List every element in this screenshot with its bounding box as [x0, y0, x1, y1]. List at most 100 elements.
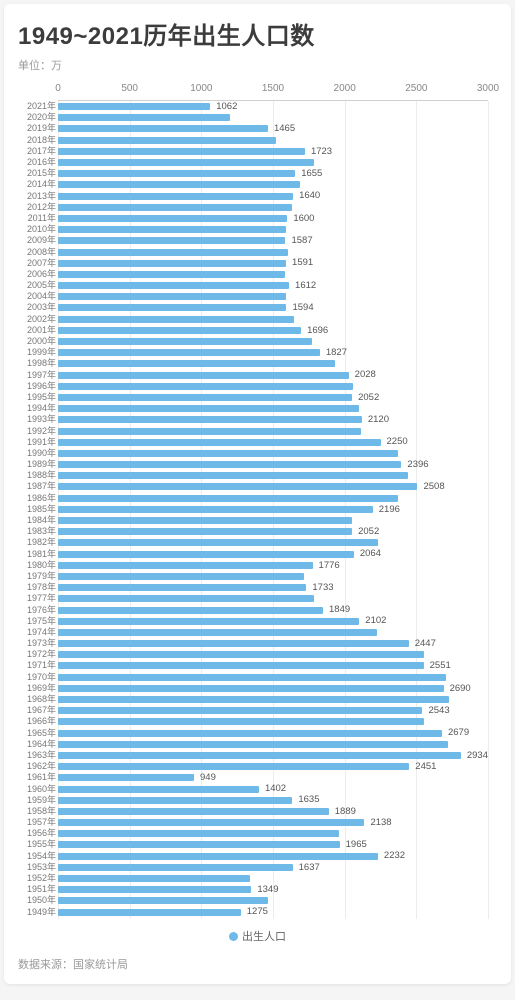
value-label: 2052: [358, 527, 379, 537]
bar-row: 1983年2052: [58, 526, 488, 537]
bar-row: 2019年1465: [58, 123, 488, 134]
bar: [58, 875, 250, 882]
bar: [58, 651, 424, 658]
bar-row: 1979年: [58, 571, 488, 582]
x-tick: 0: [55, 83, 61, 94]
bar-row: 1950年: [58, 895, 488, 906]
bar: [58, 674, 446, 681]
y-label: 1985年: [18, 505, 56, 514]
bar: [58, 629, 377, 636]
bar: [58, 808, 329, 815]
bar: [58, 886, 251, 893]
bar: [58, 696, 449, 703]
bar: [58, 249, 288, 256]
bar-row: 2011年1600: [58, 213, 488, 224]
value-label: 2028: [355, 370, 376, 380]
value-label: 1849: [329, 605, 350, 615]
legend: 出生人口: [18, 928, 497, 944]
y-label: 1967年: [18, 706, 56, 715]
bar-row: 1971年2551: [58, 660, 488, 671]
value-label: 1062: [216, 102, 237, 112]
y-label: 1961年: [18, 773, 56, 782]
y-label: 1974年: [18, 628, 56, 637]
value-label: 2690: [450, 684, 471, 694]
bar: [58, 125, 268, 132]
bar-row: 1957年2138: [58, 817, 488, 828]
bar-row: 1961年949: [58, 772, 488, 783]
bar: [58, 573, 304, 580]
y-label: 1973年: [18, 639, 56, 648]
y-label: 2021年: [18, 102, 56, 111]
y-label: 1958年: [18, 807, 56, 816]
bar-row: 1974年: [58, 627, 488, 638]
value-label: 1776: [319, 561, 340, 571]
x-tick: 2500: [405, 83, 427, 94]
bar: [58, 193, 293, 200]
y-label: 2002年: [18, 315, 56, 324]
bar-row: 1964年: [58, 739, 488, 750]
bar: [58, 595, 314, 602]
y-label: 1977年: [18, 594, 56, 603]
value-label: 1723: [311, 147, 332, 157]
bar: [58, 897, 268, 904]
value-label: 949: [200, 773, 216, 783]
y-label: 1949年: [18, 908, 56, 917]
value-label: 1275: [247, 907, 268, 917]
bar: [58, 662, 424, 669]
bar-row: 1970年: [58, 672, 488, 683]
bar-row: 2004年: [58, 291, 488, 302]
bar-row: 2018年: [58, 135, 488, 146]
bar-row: 1978年1733: [58, 582, 488, 593]
y-label: 1997年: [18, 371, 56, 380]
y-label: 1955年: [18, 840, 56, 849]
bar-row: 1993年2120: [58, 414, 488, 425]
bar: [58, 640, 409, 647]
y-label: 1993年: [18, 415, 56, 424]
y-label: 1992年: [18, 427, 56, 436]
y-label: 1956年: [18, 829, 56, 838]
bar-row: 2003年1594: [58, 302, 488, 313]
value-label: 2232: [384, 851, 405, 861]
bar: [58, 159, 314, 166]
y-label: 1983年: [18, 527, 56, 536]
value-label: 1612: [295, 281, 316, 291]
y-label: 1986年: [18, 494, 56, 503]
bar-row: 1976年1849: [58, 604, 488, 615]
value-label: 1402: [265, 784, 286, 794]
y-label: 1951年: [18, 885, 56, 894]
y-label: 1984年: [18, 516, 56, 525]
bar-row: 1998年: [58, 358, 488, 369]
bar-row: 2008年: [58, 246, 488, 257]
y-label: 1965年: [18, 729, 56, 738]
value-label: 1655: [301, 169, 322, 179]
bar-row: 2010年: [58, 224, 488, 235]
bar-row: 1968年: [58, 694, 488, 705]
bar-row: 1951年1349: [58, 884, 488, 895]
bar: [58, 517, 352, 524]
bar-row: 1956年: [58, 828, 488, 839]
bar: [58, 237, 285, 244]
bar: [58, 841, 340, 848]
bar-row: 2000年: [58, 336, 488, 347]
unit-label: 单位：万: [18, 57, 497, 73]
bar-row: 2020年: [58, 112, 488, 123]
bar: [58, 439, 381, 446]
bar-row: 1969年2690: [58, 683, 488, 694]
value-label: 2679: [448, 728, 469, 738]
bar: [58, 539, 378, 546]
value-label: 1349: [257, 885, 278, 895]
y-label: 1991年: [18, 438, 56, 447]
bar: [58, 483, 417, 490]
bar-row: 1980年1776: [58, 560, 488, 571]
value-label: 1465: [274, 124, 295, 134]
bar: [58, 428, 361, 435]
bar-row: 1987年2508: [58, 481, 488, 492]
y-label: 1978年: [18, 583, 56, 592]
bar-row: 2016年: [58, 157, 488, 168]
bar: [58, 338, 312, 345]
y-label: 2013年: [18, 192, 56, 201]
y-label: 2018年: [18, 136, 56, 145]
bar: [58, 763, 409, 770]
bar: [58, 752, 461, 759]
bar-row: 1960年1402: [58, 783, 488, 794]
